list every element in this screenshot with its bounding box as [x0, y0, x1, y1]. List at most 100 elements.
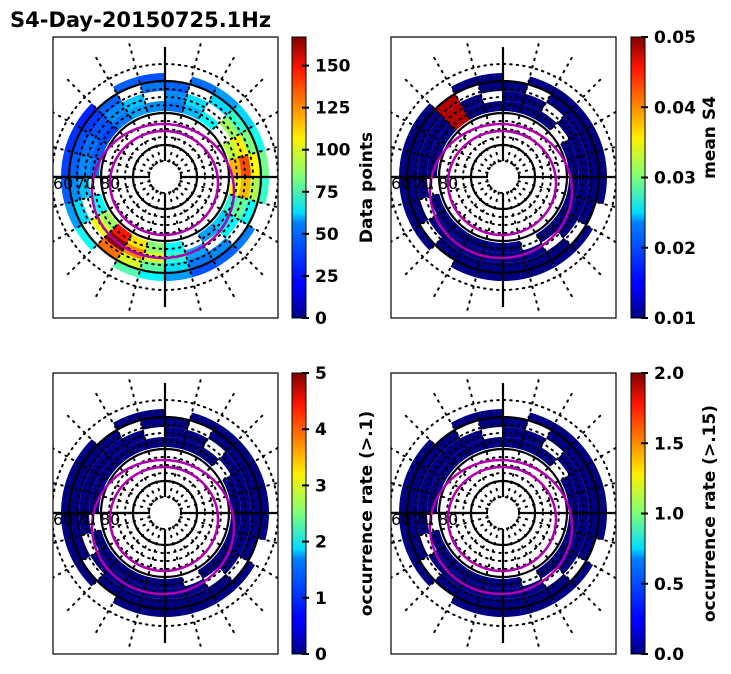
heat-bin [248, 125, 266, 153]
colorbar-tick-label: 75 [315, 183, 339, 203]
heat-bin [419, 444, 443, 470]
heat-bin [238, 513, 251, 536]
heat-bin [239, 535, 258, 562]
heat-bin [577, 535, 596, 562]
grid-dotted-radial [391, 180, 489, 209]
heat-bin [451, 412, 479, 430]
grid-dotted-radial [177, 520, 278, 580]
auroral-oval-equatorward [428, 122, 574, 260]
heat-bin [97, 93, 123, 117]
heat-bin [586, 125, 604, 153]
pole-center [150, 162, 180, 192]
heat-bin [483, 101, 504, 114]
heat-bin [577, 465, 596, 492]
grid-dotted-radial [65, 77, 155, 167]
heat-bin [503, 427, 526, 440]
colorbar-tick-label: 150 [315, 57, 351, 77]
heat-bin [435, 429, 461, 453]
heat-bin [182, 103, 204, 121]
heat-bin [436, 545, 457, 567]
heat-bin [482, 576, 503, 589]
heat-bin [454, 251, 481, 270]
heat-bin [410, 198, 429, 225]
grid-dotted-radial [177, 446, 278, 506]
grid-dotted-radial [65, 187, 155, 277]
heat-bin [442, 438, 466, 460]
heat-bin [165, 91, 188, 104]
heat-bin [72, 534, 91, 561]
heat-bin [570, 103, 594, 130]
radial-tick-label: 60 [391, 510, 411, 529]
heat-bin [81, 108, 105, 134]
heat-bin [96, 573, 122, 597]
heat-bin [451, 76, 479, 94]
grid-dotted-radial [403, 413, 493, 503]
heat-bin [412, 103, 436, 129]
heat-bin [74, 439, 98, 465]
auroral-oval-equatorward [90, 458, 236, 596]
grid-dotted-radial [391, 111, 491, 170]
colorbar-label: occurrence rate (>.1) [357, 411, 377, 616]
colorbar-tick-label: 2.0 [654, 364, 684, 384]
heat-bin [104, 102, 128, 124]
heat-bin [110, 559, 132, 579]
heat-bin [448, 223, 470, 243]
grid-dotted-radial [403, 77, 493, 167]
heat-bin [116, 587, 143, 606]
grid-dotted-radial [172, 54, 236, 165]
grid-dotted-radial [168, 376, 203, 499]
heat-bin [478, 80, 504, 94]
grid-dotted-radial [127, 376, 162, 499]
heat-bin [64, 460, 83, 489]
heat-bin [164, 240, 185, 253]
heat-bin [144, 240, 165, 253]
heat-bin [69, 151, 83, 177]
heat-bin [74, 103, 98, 129]
heat-bin [232, 225, 256, 251]
colorbar-tick-label: 1.5 [654, 434, 684, 454]
heat-bin [98, 545, 119, 567]
heat-bin [112, 595, 141, 614]
heat-bin [165, 427, 188, 440]
heat-bin [145, 436, 166, 450]
grid-dotted-radial [510, 390, 574, 501]
heat-bin [213, 86, 239, 110]
heat-bin [407, 151, 421, 177]
grid-dotted-radial [168, 527, 203, 650]
grid-dotted-radial [168, 191, 203, 314]
grid-dotted-radial [127, 191, 162, 314]
grid-dotted-radial [432, 54, 496, 165]
heat-bin [570, 561, 594, 587]
heat-bin [402, 201, 420, 229]
heat-bin [189, 260, 217, 278]
heat-bin [502, 269, 530, 281]
heat-bin [402, 537, 420, 565]
heat-bin [74, 560, 98, 587]
heat-bin [140, 416, 166, 430]
heat-bin [595, 177, 607, 205]
heat-bin [482, 240, 503, 253]
heat-bin [434, 237, 460, 261]
grid-dotted-radial [53, 111, 153, 170]
grid-dotted-radial [465, 191, 500, 314]
heat-bin [239, 129, 258, 156]
polar-plot-area: 60 70 80 [53, 40, 278, 314]
heat-bin [419, 469, 438, 494]
axes-frame [390, 36, 617, 319]
heat-bin [68, 176, 82, 202]
heat-bin [419, 108, 443, 134]
heat-bin [551, 86, 577, 110]
heat-bin [207, 237, 233, 261]
grid-dotted-radial [506, 527, 541, 650]
heat-bin [570, 439, 594, 466]
heat-bin [61, 485, 73, 513]
figure-title: S4-Day-20150725.1Hz [10, 8, 271, 32]
auroral-oval-equatorward [428, 458, 574, 596]
heat-bin [550, 244, 577, 268]
auroral-oval-equatorward [90, 122, 236, 260]
grid-dotted-radial [517, 145, 616, 174]
heat-bin [164, 269, 192, 281]
grid-dotted-radial [127, 527, 162, 650]
heat-bin [464, 233, 486, 251]
heat-bin [96, 237, 122, 261]
